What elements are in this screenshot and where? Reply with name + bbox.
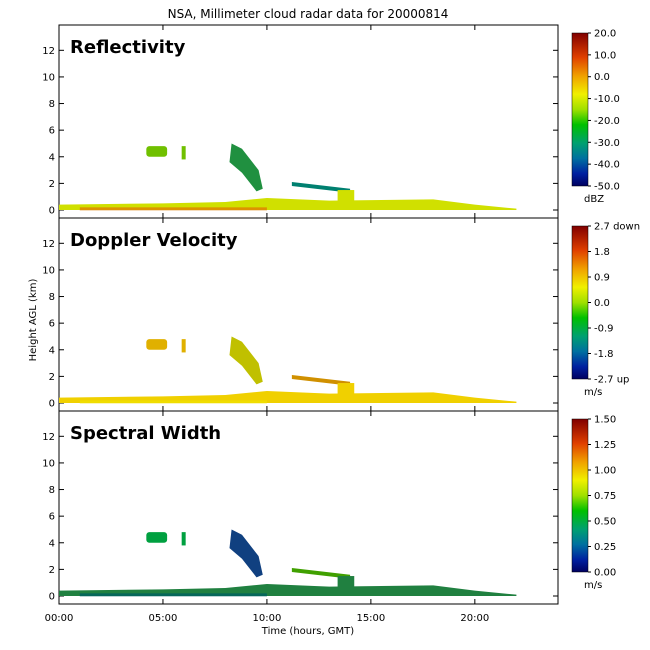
y-tick-label: 6: [49, 512, 55, 523]
colorbar-tick-label: 1.00: [594, 466, 616, 477]
echo-thin-layer: [291, 182, 351, 193]
x-tick-label: 20:00: [460, 613, 489, 624]
y-tick-label: 8: [49, 485, 55, 496]
echo-fall-streak: [229, 529, 263, 578]
figure-title: NSA, Millimeter cloud radar data for 200…: [168, 7, 449, 21]
panel-title: Doppler Velocity: [70, 230, 238, 251]
echo-column: [337, 190, 355, 207]
echo-blob: [146, 532, 168, 543]
colorbar-tick-label: 10.0: [594, 50, 616, 61]
x-tick-label: 00:00: [45, 613, 74, 624]
y-tick-label: 0: [49, 592, 55, 603]
y-tick-label: 2: [49, 179, 55, 190]
colorbar-tick-label: 1.25: [594, 440, 616, 451]
panel-reflectivity: 0 2 4 6 8 10 12 Reflectivity 20.0 10.0 0.0 -10.0 -20…: [42, 24, 620, 219]
radar-echoes: [59, 529, 517, 597]
colorbar-tick-label: -40.0: [594, 160, 620, 171]
echo-low-core: [79, 400, 267, 404]
colorbar-tick-label: 1.50: [594, 415, 616, 426]
panel-title: Reflectivity: [70, 37, 186, 58]
echo-low-layer: [59, 391, 517, 403]
echo-thin-layer: [291, 375, 351, 386]
x-axis-label: Time (hours, GMT): [261, 626, 355, 637]
colorbar-tick-label: -50.0: [594, 182, 620, 193]
echo-fall-streak: [229, 143, 263, 192]
colorbar: [571, 225, 589, 380]
colorbar-tick-label: -1.8: [594, 349, 614, 360]
echo-column: [337, 576, 355, 593]
radar-echoes: [59, 336, 517, 404]
echo-blob: [181, 339, 186, 353]
echo-low-core: [79, 207, 267, 211]
colorbar-tick-label: 0.50: [594, 517, 616, 528]
y-tick-label: 12: [42, 46, 55, 57]
y-tick-label: 4: [49, 152, 55, 163]
colorbar-unit: dBZ: [584, 194, 604, 205]
colorbar-tick-label: 0.00: [594, 568, 616, 579]
echo-blob: [146, 146, 168, 157]
echo-low-core: [79, 593, 267, 597]
colorbar-tick-label: 0.0: [594, 72, 610, 83]
echo-blob: [146, 339, 168, 350]
colorbar-tick-label: 0.0: [594, 298, 610, 309]
colorbar-tick-label: 1.8: [594, 247, 610, 258]
colorbar-tick-label: -0.9: [594, 324, 614, 335]
y-tick-label: 10: [42, 458, 55, 469]
x-tick-label: 15:00: [356, 613, 385, 624]
colorbar-tick-label: 20.0: [594, 29, 616, 40]
x-tick-label: 10:00: [253, 613, 282, 624]
y-tick-label: 6: [49, 319, 55, 330]
colorbar-tick-label: -20.0: [594, 116, 620, 127]
colorbar-unit: m/s: [584, 580, 602, 591]
echo-low-layer: [59, 584, 517, 596]
colorbar: [571, 32, 589, 187]
echo-fall-streak: [229, 336, 263, 385]
y-tick-label: 8: [49, 99, 55, 110]
panel-title: Spectral Width: [70, 423, 221, 444]
panel-doppler-velocity: 0 2 4 6 8 10 12 Doppler Velocity 2.7 down 1.8 0.9 0…: [42, 217, 640, 412]
y-tick-label: 8: [49, 292, 55, 303]
echo-thin-layer: [291, 568, 351, 579]
colorbar-tick-label: 0.75: [594, 491, 616, 502]
panel-spectral-width: 00:00 05:00 10:00 15:00 20:00 0 2 4 6 8 10 12 Spectr…: [42, 410, 616, 624]
y-tick-label: 0: [49, 206, 55, 217]
colorbar-tick-label: 2.7 down: [594, 222, 640, 233]
echo-blob: [181, 146, 186, 160]
colorbar-tick-label: -2.7 up: [594, 375, 629, 386]
y-tick-label: 2: [49, 372, 55, 383]
x-tick-label: 05:00: [149, 613, 178, 624]
echo-blob: [181, 532, 186, 546]
y-axis-label: Height AGL (km): [28, 279, 39, 362]
y-tick-label: 6: [49, 126, 55, 137]
y-tick-label: 0: [49, 399, 55, 410]
y-tick-label: 4: [49, 538, 55, 549]
y-tick-label: 10: [42, 265, 55, 276]
colorbar-tick-label: 0.9: [594, 273, 610, 284]
y-tick-label: 12: [42, 432, 55, 443]
radar-echoes: [59, 143, 517, 211]
y-tick-label: 10: [42, 72, 55, 83]
colorbar-unit: m/s: [584, 387, 602, 398]
echo-low-layer: [59, 198, 517, 210]
y-tick-label: 12: [42, 239, 55, 250]
y-tick-label: 4: [49, 345, 55, 356]
echo-column: [337, 383, 355, 400]
colorbar-tick-label: -10.0: [594, 94, 620, 105]
y-tick-label: 2: [49, 565, 55, 576]
colorbar: [571, 418, 589, 573]
colorbar-tick-label: -30.0: [594, 138, 620, 149]
colorbar-tick-label: 0.25: [594, 542, 616, 553]
